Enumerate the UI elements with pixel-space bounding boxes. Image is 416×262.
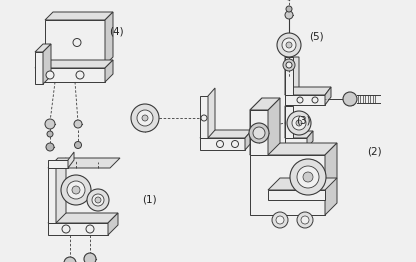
Circle shape xyxy=(64,257,76,262)
Circle shape xyxy=(301,216,309,224)
Polygon shape xyxy=(293,57,299,95)
Circle shape xyxy=(131,104,159,132)
Polygon shape xyxy=(45,20,105,65)
Polygon shape xyxy=(285,106,293,138)
Polygon shape xyxy=(68,152,74,168)
Circle shape xyxy=(276,216,284,224)
Polygon shape xyxy=(268,178,337,190)
Polygon shape xyxy=(48,223,108,235)
Circle shape xyxy=(62,225,70,233)
Circle shape xyxy=(286,42,292,48)
Polygon shape xyxy=(285,131,313,138)
Text: (1): (1) xyxy=(142,194,157,204)
Polygon shape xyxy=(35,60,113,68)
Circle shape xyxy=(45,119,55,129)
Polygon shape xyxy=(250,98,280,110)
Polygon shape xyxy=(200,138,245,150)
Text: (2): (2) xyxy=(367,147,382,157)
Polygon shape xyxy=(250,143,337,155)
Polygon shape xyxy=(325,143,337,215)
Polygon shape xyxy=(200,96,208,138)
Circle shape xyxy=(67,181,85,199)
Circle shape xyxy=(74,141,82,149)
Text: (4): (4) xyxy=(109,26,124,36)
Circle shape xyxy=(86,225,94,233)
Circle shape xyxy=(231,140,238,148)
Polygon shape xyxy=(48,168,56,223)
Polygon shape xyxy=(56,158,66,223)
Polygon shape xyxy=(285,95,325,105)
Polygon shape xyxy=(48,158,120,168)
Circle shape xyxy=(47,131,53,137)
Polygon shape xyxy=(200,130,252,138)
Circle shape xyxy=(253,127,265,139)
Polygon shape xyxy=(285,57,293,95)
Circle shape xyxy=(287,111,311,135)
Circle shape xyxy=(297,166,319,188)
Polygon shape xyxy=(108,213,118,235)
Polygon shape xyxy=(307,131,313,148)
Circle shape xyxy=(201,115,207,121)
Polygon shape xyxy=(105,12,113,65)
Circle shape xyxy=(296,120,302,126)
Circle shape xyxy=(343,92,357,106)
Polygon shape xyxy=(105,60,113,82)
Circle shape xyxy=(312,97,318,103)
Polygon shape xyxy=(285,138,307,148)
Circle shape xyxy=(272,212,288,228)
Circle shape xyxy=(303,172,313,182)
Circle shape xyxy=(46,71,54,79)
Polygon shape xyxy=(35,68,105,82)
Polygon shape xyxy=(35,52,43,84)
Polygon shape xyxy=(208,88,215,138)
Circle shape xyxy=(216,140,223,148)
Polygon shape xyxy=(268,190,325,200)
Polygon shape xyxy=(250,98,262,155)
Circle shape xyxy=(277,33,301,57)
Circle shape xyxy=(74,120,82,128)
Polygon shape xyxy=(285,87,331,95)
Polygon shape xyxy=(250,110,268,155)
Circle shape xyxy=(297,212,313,228)
Circle shape xyxy=(292,116,306,130)
Circle shape xyxy=(92,194,104,206)
Polygon shape xyxy=(325,87,331,105)
Polygon shape xyxy=(250,155,325,215)
Polygon shape xyxy=(35,44,51,52)
Circle shape xyxy=(84,253,96,262)
Circle shape xyxy=(286,6,292,12)
Polygon shape xyxy=(48,160,68,168)
Circle shape xyxy=(282,38,296,52)
Polygon shape xyxy=(45,12,113,20)
Circle shape xyxy=(249,123,269,143)
Polygon shape xyxy=(285,106,291,138)
Circle shape xyxy=(73,39,81,46)
Circle shape xyxy=(286,62,292,68)
Circle shape xyxy=(87,189,109,211)
Circle shape xyxy=(285,11,293,19)
Circle shape xyxy=(142,115,148,121)
Circle shape xyxy=(46,143,54,151)
Circle shape xyxy=(283,59,295,71)
Circle shape xyxy=(95,197,101,203)
Polygon shape xyxy=(245,130,252,150)
Polygon shape xyxy=(48,213,118,223)
Circle shape xyxy=(290,159,326,195)
Text: (5): (5) xyxy=(309,32,324,42)
Polygon shape xyxy=(43,44,51,84)
Circle shape xyxy=(72,186,80,194)
Circle shape xyxy=(137,110,153,126)
Text: (3): (3) xyxy=(296,116,311,125)
Circle shape xyxy=(76,71,84,79)
Polygon shape xyxy=(285,55,291,95)
Circle shape xyxy=(297,97,303,103)
Polygon shape xyxy=(268,98,280,155)
Circle shape xyxy=(61,175,91,205)
